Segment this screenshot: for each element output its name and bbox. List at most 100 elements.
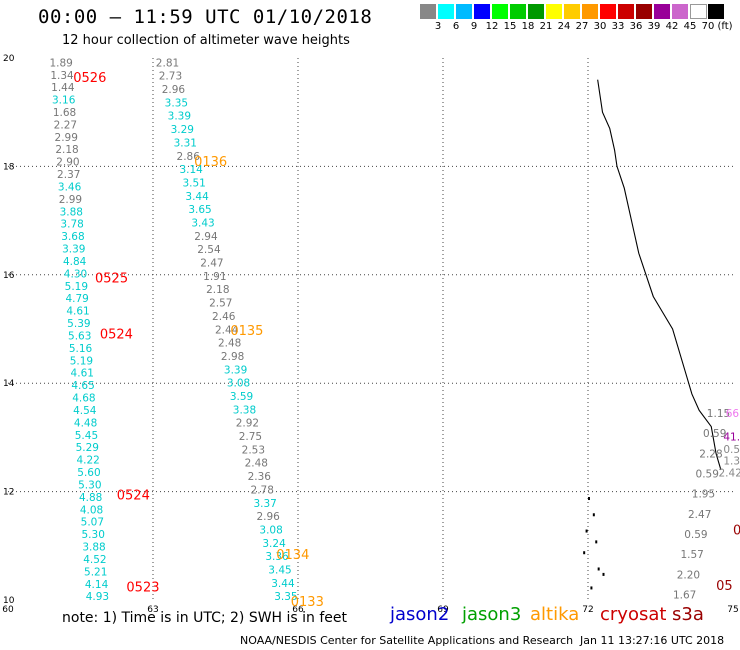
swh-value: 4.48 bbox=[74, 417, 97, 429]
swh-value: 1.95 bbox=[692, 489, 715, 501]
x-tick-label: 72 bbox=[582, 605, 593, 615]
swh-value: 4.61 bbox=[66, 306, 89, 318]
swh-value: 3.43 bbox=[191, 217, 214, 229]
satellite-tracks: 1.891.341.443.161.682.272.992.182.902.37… bbox=[49, 57, 740, 603]
mission-jason3: jason3 bbox=[462, 604, 522, 625]
pass-label: 0135 bbox=[230, 324, 263, 339]
swh-value: 5.45 bbox=[75, 430, 98, 442]
swh-value: 1.34 bbox=[50, 70, 74, 82]
swh-value: 3.39 bbox=[62, 244, 85, 256]
legend-swatch bbox=[492, 4, 509, 19]
legend-label: 12 bbox=[485, 21, 499, 32]
swh-value: 3.78 bbox=[60, 219, 83, 231]
swh-value: 4.30 bbox=[64, 268, 87, 280]
swh-value: 4.93 bbox=[86, 591, 109, 603]
pass-label: 0525 bbox=[95, 272, 128, 287]
y-tick-label: 10 bbox=[3, 596, 15, 606]
x-tick-label: 75 bbox=[727, 605, 738, 615]
legend-swatch bbox=[456, 4, 473, 19]
legend-label: 42 bbox=[665, 21, 679, 32]
legend-swatch bbox=[582, 4, 599, 19]
legend-label: 45 bbox=[683, 21, 697, 32]
legend-swatch bbox=[636, 4, 653, 19]
swh-value-edge: 66. bbox=[726, 408, 740, 420]
swh-value: 3.14 bbox=[179, 164, 203, 176]
coastline-path bbox=[597, 79, 722, 471]
swh-value: 4.54 bbox=[73, 405, 97, 417]
swh-value: 4.52 bbox=[83, 554, 106, 566]
swh-value: 2.57 bbox=[209, 298, 232, 310]
legend-label: 39 bbox=[647, 21, 661, 32]
swh-value: 5.39 bbox=[67, 318, 90, 330]
swh-value: 4.79 bbox=[65, 293, 88, 305]
swh-value: 3.29 bbox=[171, 124, 194, 136]
swh-value: 4.22 bbox=[76, 455, 99, 467]
legend-swatch bbox=[618, 4, 635, 19]
pass-labels: 0526 0136 0525 0524 0135 0524 0134 0523 0133 05 0 bbox=[73, 71, 740, 610]
swh-value: 1.15 bbox=[707, 408, 730, 420]
pass-label: 05 bbox=[716, 579, 733, 594]
pass-label: 0136 bbox=[194, 155, 227, 170]
swh-value: 4.84 bbox=[63, 256, 87, 268]
swh-value: 3.45 bbox=[268, 565, 291, 577]
legend-label: 33 bbox=[611, 21, 625, 32]
swh-value: 4.88 bbox=[79, 492, 102, 504]
swh-value: 3.59 bbox=[230, 391, 253, 403]
pass-label: 0523 bbox=[126, 580, 159, 595]
swh-value: 2.86 bbox=[177, 151, 201, 163]
y-tick-label: 20 bbox=[3, 54, 15, 64]
swh-value: 2.37 bbox=[57, 169, 80, 181]
swh-value: 3.88 bbox=[82, 542, 105, 554]
x-tick-label: 63 bbox=[147, 605, 158, 615]
swh-value: 3.39 bbox=[224, 364, 247, 376]
x-tick-label: 60 bbox=[2, 605, 14, 615]
coastline bbox=[583, 79, 722, 590]
swh-value: 4.14 bbox=[85, 579, 109, 591]
swh-value-edge: 0.59 bbox=[723, 444, 740, 456]
swh-value: 2.44 bbox=[215, 324, 239, 336]
island bbox=[588, 497, 590, 501]
legend-swatch bbox=[546, 4, 563, 19]
y-tick-label: 14 bbox=[3, 379, 15, 389]
swh-value: 2.48 bbox=[245, 458, 268, 470]
swh-value: 2.99 bbox=[59, 194, 82, 206]
legend-label: 36 bbox=[629, 21, 643, 32]
pass-label: 0133 bbox=[291, 595, 324, 610]
pass-label: 0524 bbox=[117, 488, 150, 503]
x-tick-label: 69 bbox=[437, 605, 449, 615]
swh-value: 1.68 bbox=[53, 107, 76, 119]
pass-label: 0526 bbox=[73, 71, 106, 86]
legend-label: 27 bbox=[575, 21, 589, 32]
swh-value: 3.38 bbox=[233, 404, 256, 416]
swh-value: 3.36 bbox=[265, 551, 289, 563]
footer-note: note: 1) Time is in UTC; 2) SWH is in fe… bbox=[62, 610, 348, 626]
swh-value: 0.59 bbox=[703, 428, 726, 440]
swh-value: 5.29 bbox=[76, 442, 99, 454]
swh-value: 5.16 bbox=[69, 343, 93, 355]
swh-value: 4.61 bbox=[71, 368, 94, 380]
pass-label: 0524 bbox=[100, 327, 133, 342]
swh-value-edge: 2.42 bbox=[719, 468, 740, 480]
swh-value: 4.65 bbox=[71, 380, 94, 392]
legend-swatch bbox=[672, 4, 689, 19]
island bbox=[595, 540, 598, 544]
swh-value: 3.37 bbox=[253, 498, 276, 510]
swh-value: 2.53 bbox=[242, 444, 265, 456]
swh-value: 2.99 bbox=[55, 132, 78, 144]
legend-label: 70 bbox=[701, 21, 715, 32]
swh-value: 3.65 bbox=[188, 204, 211, 216]
swh-value: 3.39 bbox=[168, 111, 191, 123]
swh-value: 2.81 bbox=[156, 57, 179, 69]
legend-swatch bbox=[654, 4, 671, 19]
swh-value: 3.08 bbox=[259, 524, 282, 536]
swh-value: 3.16 bbox=[52, 95, 76, 107]
swh-value: 5.21 bbox=[84, 566, 107, 578]
pass-label: 0 bbox=[733, 524, 740, 539]
swh-value: 5.60 bbox=[77, 467, 100, 479]
swh-value: 3.35 bbox=[274, 591, 297, 603]
swh-value: 3.51 bbox=[182, 177, 205, 189]
legend-swatch bbox=[474, 4, 491, 19]
swh-value: 2.73 bbox=[159, 71, 182, 83]
legend-label: 15 bbox=[503, 21, 517, 32]
